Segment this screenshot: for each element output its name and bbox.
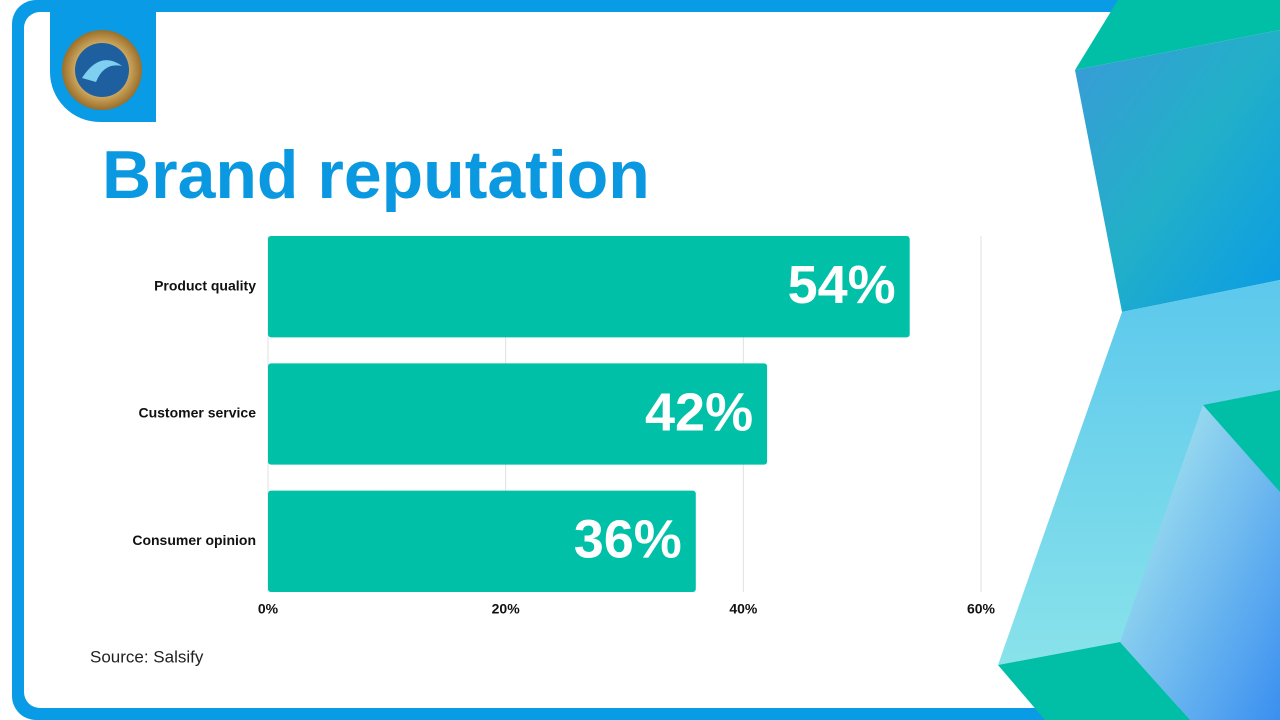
bar [268,490,696,592]
decor [998,642,1190,720]
decor [1075,0,1280,70]
decor [1075,30,1280,312]
plot: 0% 20% 40% 60% 54% Product quality 42% Customer… [132,236,996,617]
value-label: 54% [788,255,896,315]
y-tick-label: Consumer opinion [132,532,256,548]
y-tick-label: Customer service [138,405,256,421]
chart-title: Brand reputation [102,137,650,213]
x-tick-label: 20% [492,601,521,617]
decor [1120,390,1280,720]
x-tick-label: 60% [967,601,996,617]
source: Source: Salsify [90,647,204,666]
logo-wave [82,60,122,82]
bar [268,363,768,465]
x-tick-label: 40% [729,601,758,617]
bar [268,236,910,338]
x-tick-label: 0% [258,601,279,617]
value-label: 42% [645,382,753,442]
value-label: 36% [574,510,682,570]
decor [1203,390,1280,492]
y-tick-label: Product quality [154,277,256,293]
